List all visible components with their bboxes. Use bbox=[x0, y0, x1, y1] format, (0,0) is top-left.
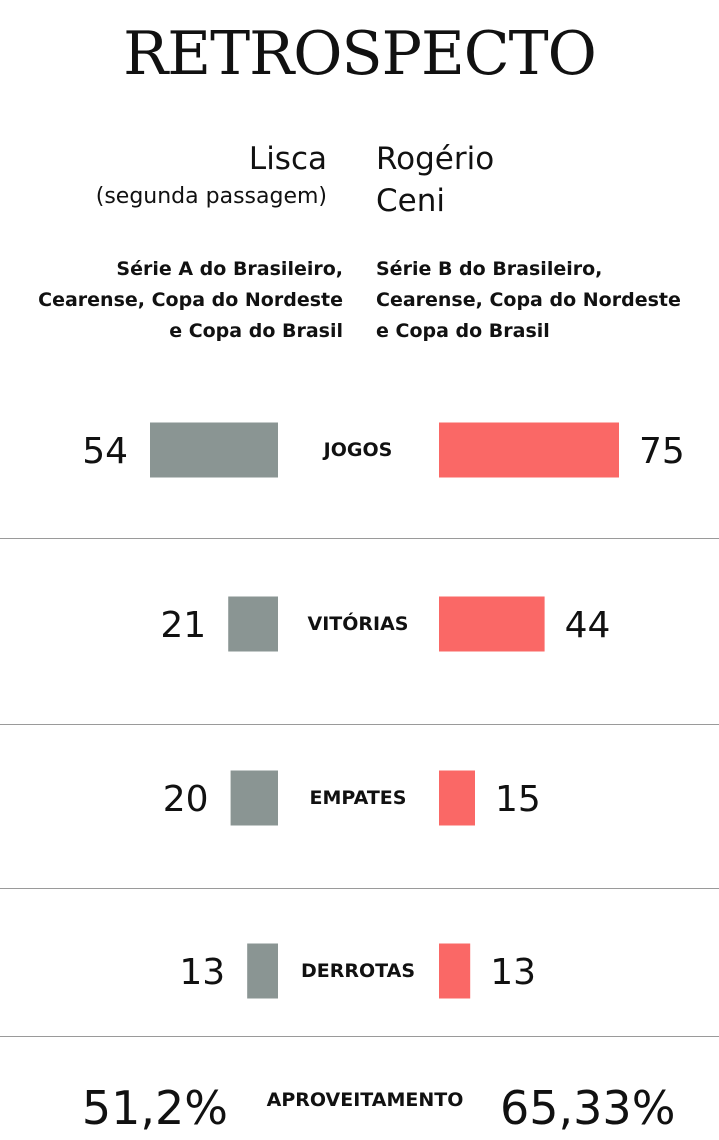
value-right-label: 75 bbox=[639, 431, 685, 472]
bar-left-empates bbox=[230, 770, 278, 826]
right-competitions: Série B do Brasileiro, Cearense, Copa do… bbox=[376, 258, 681, 342]
value-left-label: 21 bbox=[160, 605, 206, 646]
summary-label: APROVEITAMENTO bbox=[267, 1089, 464, 1111]
value-right-label: 44 bbox=[565, 605, 611, 646]
bar-left-vitórias bbox=[228, 596, 278, 652]
bar-left-jogos bbox=[150, 422, 278, 478]
category-label: JOGOS bbox=[322, 439, 393, 461]
value-left-label: 20 bbox=[163, 779, 209, 820]
value-left-label: 13 bbox=[179, 952, 225, 993]
bar-right-derrotas bbox=[439, 943, 471, 999]
summary-right-value: 65,33% bbox=[500, 1081, 675, 1135]
category-label: DERROTAS bbox=[301, 960, 415, 982]
category-label: VITÓRIAS bbox=[308, 611, 409, 635]
value-right-label: 13 bbox=[490, 952, 536, 993]
left-competitions: Série A do Brasileiro, Cearense, Copa do… bbox=[38, 258, 343, 342]
chart-title: RETROSPECTO bbox=[123, 19, 597, 89]
left-coach-name: Lisca bbox=[248, 141, 327, 177]
summary-left-value: 51,2% bbox=[82, 1081, 228, 1135]
bar-right-jogos bbox=[439, 422, 619, 478]
value-left-label: 54 bbox=[82, 431, 128, 472]
right-coach-name: Rogério Ceni bbox=[376, 141, 495, 219]
bar-right-empates bbox=[439, 770, 475, 826]
left-coach-note: (segunda passagem) bbox=[95, 184, 327, 209]
category-label: EMPATES bbox=[310, 787, 407, 809]
value-right-label: 15 bbox=[495, 779, 541, 820]
bar-right-vitórias bbox=[439, 596, 545, 652]
bar-left-derrotas bbox=[247, 943, 278, 999]
